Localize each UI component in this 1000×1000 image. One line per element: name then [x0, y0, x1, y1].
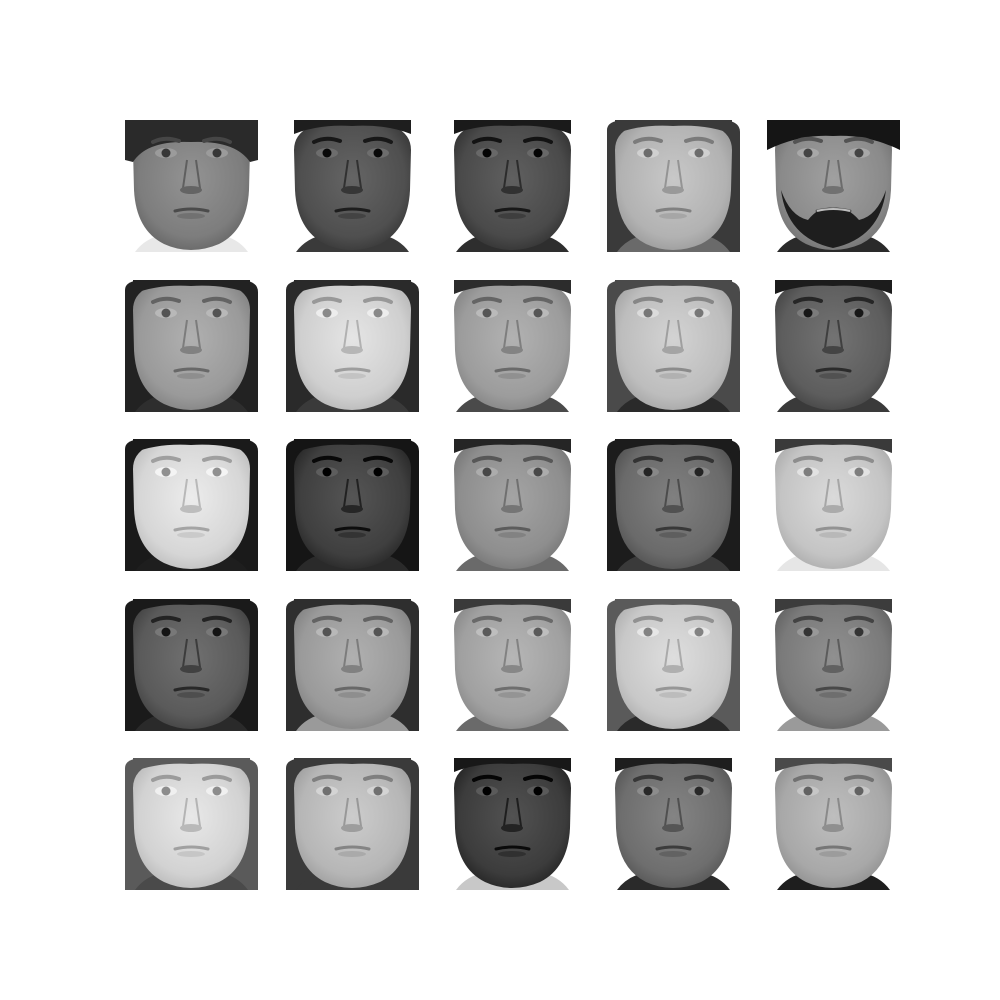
- face-image: [606, 279, 740, 412]
- face-photo: [446, 758, 579, 890]
- face-photo: [446, 120, 579, 252]
- face-image: [125, 598, 258, 731]
- face-image: [285, 598, 419, 731]
- face-image: [606, 758, 740, 890]
- face-photo: [606, 758, 740, 890]
- face-image: [285, 758, 419, 890]
- face-photo: [606, 439, 740, 571]
- face-photo: [606, 598, 740, 731]
- face-photo: [285, 758, 419, 890]
- face-photo: [767, 758, 900, 890]
- face-image: [125, 120, 258, 252]
- face-photo: [606, 279, 740, 412]
- face-image-grid: [125, 120, 900, 890]
- face-photo: [446, 598, 579, 731]
- face-image: [446, 758, 579, 890]
- face-photo: [285, 279, 419, 412]
- face-image: [285, 120, 419, 252]
- face-image: [606, 598, 740, 731]
- face-photo: [285, 598, 419, 731]
- face-photo: [285, 439, 419, 571]
- face-image: [767, 598, 900, 731]
- face-image: [767, 120, 900, 252]
- face-image: [767, 279, 900, 412]
- face-photo: [767, 598, 900, 731]
- face-photo: [285, 120, 419, 252]
- face-photo: [125, 598, 258, 731]
- face-photo: [446, 279, 579, 412]
- face-image: [606, 120, 740, 252]
- face-photo: [606, 120, 740, 252]
- face-image: [125, 758, 258, 890]
- face-photo: [767, 120, 900, 252]
- face-image: [285, 279, 419, 412]
- face-image: [446, 439, 579, 571]
- face-photo: [446, 439, 579, 571]
- face-photo: [125, 758, 258, 890]
- face-photo: [767, 279, 900, 412]
- face-photo: [125, 439, 258, 571]
- face-photo: [125, 279, 258, 412]
- face-image: [446, 120, 579, 252]
- face-image: [606, 439, 740, 571]
- face-photo: [767, 439, 900, 571]
- face-photo: [125, 120, 258, 252]
- face-image: [767, 758, 900, 890]
- face-image: [285, 439, 419, 571]
- face-image: [125, 439, 258, 571]
- face-image: [767, 439, 900, 571]
- face-image: [446, 279, 579, 412]
- face-image: [125, 279, 258, 412]
- face-image: [446, 598, 579, 731]
